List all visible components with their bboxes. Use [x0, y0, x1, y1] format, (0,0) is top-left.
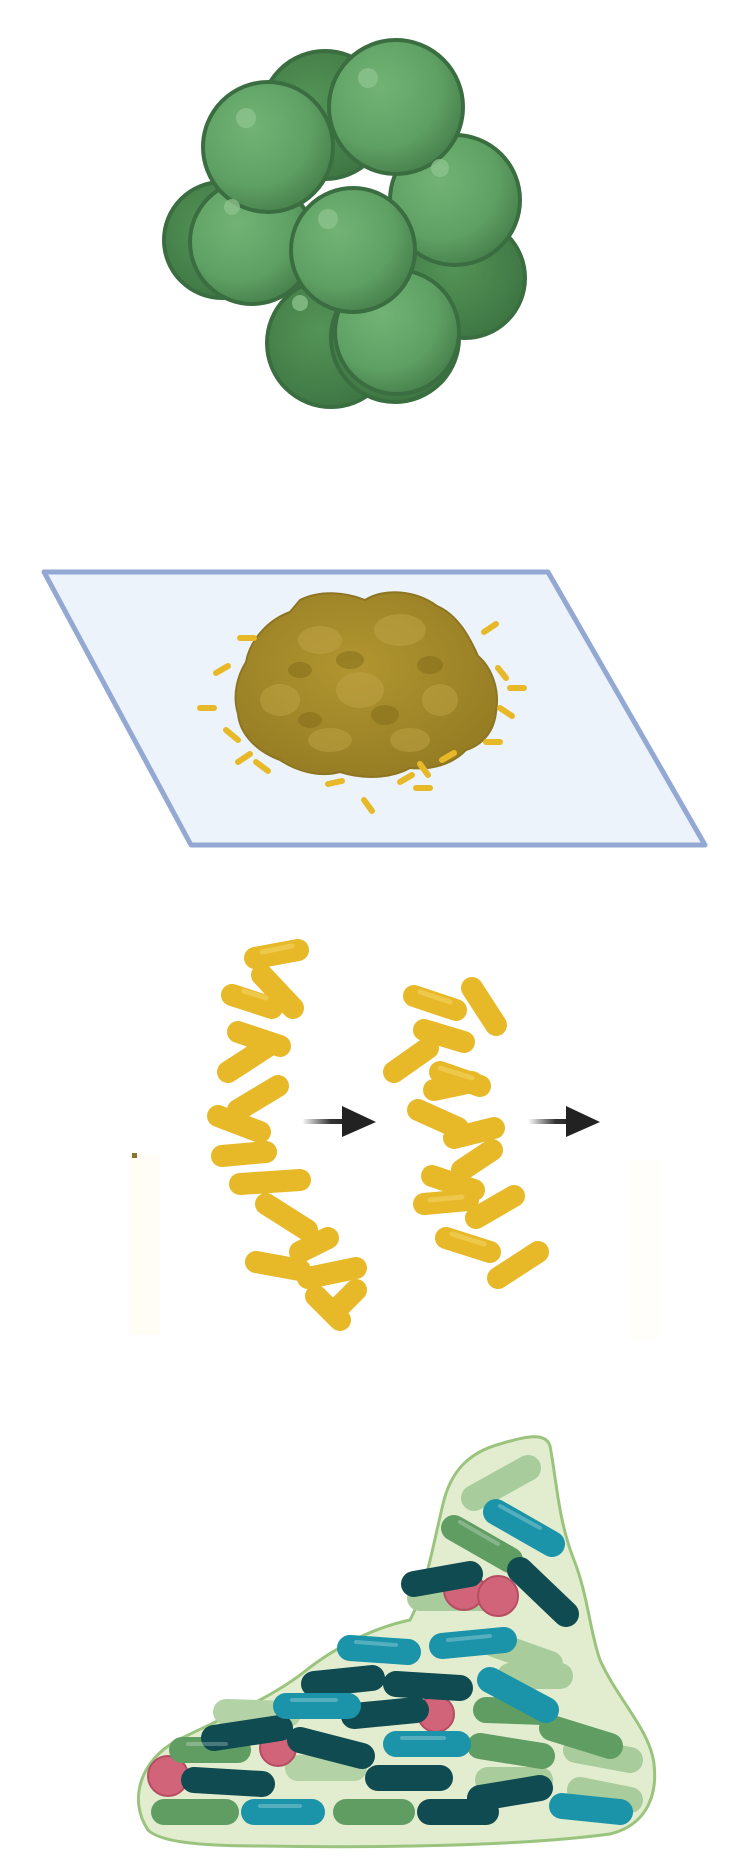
arrow-1 — [302, 1106, 376, 1137]
sphere-highlights — [224, 68, 449, 311]
mixed-rod-biofilm — [137, 1435, 657, 1849]
green-spherical-cell-cluster — [162, 38, 527, 409]
rod-shading — [241, 943, 487, 1247]
colony — [234, 591, 498, 778]
rod-chain-division-steps — [130, 939, 660, 1340]
teal-rods — [241, 1499, 633, 1825]
green-rods — [151, 1515, 623, 1825]
dark-teal-rods — [181, 1557, 579, 1825]
golden-colony-on-plate — [41, 569, 708, 848]
colony-shadows — [288, 651, 443, 728]
arrow-2 — [528, 1106, 600, 1137]
bracket-dot — [132, 1153, 137, 1158]
right-bracket-bg — [630, 1160, 660, 1340]
scattered-rods — [197, 621, 527, 814]
left-bracket-bg — [130, 1155, 160, 1335]
rod-highlights — [186, 1504, 542, 1808]
colony-texture — [260, 614, 458, 752]
front-spheres — [188, 38, 522, 396]
rod-chain-step-2 — [383, 977, 549, 1289]
rod-chain-step-1 — [207, 939, 367, 1331]
